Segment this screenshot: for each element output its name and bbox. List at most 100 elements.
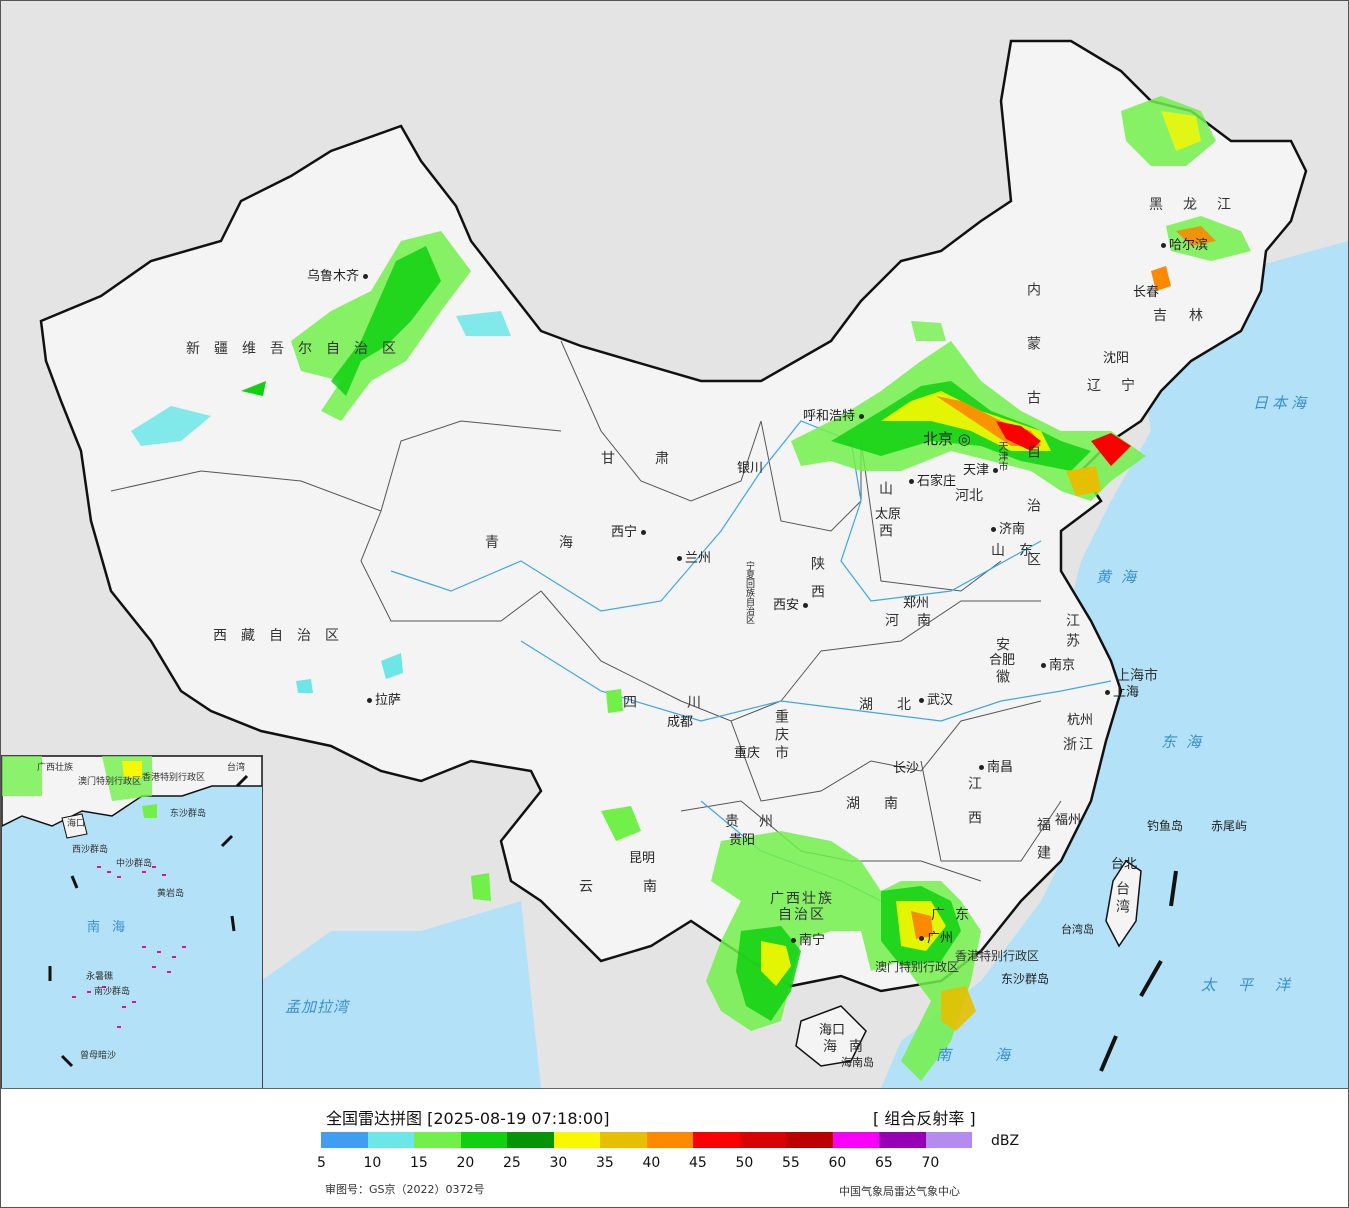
region-label: 吉林 (1153, 308, 1225, 324)
city-label: 郑州 (903, 596, 930, 611)
legend-tick: 55 (782, 1155, 800, 1171)
legend-swatch (553, 1132, 600, 1148)
city-label: 呼和浩特 (803, 409, 867, 425)
unit-label: dBZ (991, 1133, 1020, 1149)
legend-tick: 50 (735, 1155, 754, 1171)
city-label: 南昌 (979, 760, 1013, 776)
sea-label: 孟加拉湾 (285, 998, 350, 1016)
region-label: 山东 (991, 543, 1047, 559)
scale-ticks: 5 10 15 20 25 30 35 40 45 50 55 60 65 70 (317, 1155, 957, 1173)
legend-tick: 20 (456, 1155, 475, 1171)
region-label: 江苏 (1064, 613, 1080, 653)
city-label: 昆明 (629, 851, 656, 866)
region-label: 重庆市 (773, 709, 789, 763)
region-label: 内蒙古自治区 (1025, 282, 1041, 606)
city-label: 杭州 (1067, 713, 1094, 728)
region-label: 河南 (885, 613, 949, 629)
region-label: 山西 (877, 481, 893, 565)
legend-tick: 45 (689, 1155, 707, 1171)
region-label: 新疆维吾尔自治区 (186, 341, 410, 357)
inset-label: 东沙群岛 (170, 809, 207, 819)
legend-swatch (646, 1132, 693, 1148)
legend-swatch (507, 1132, 554, 1148)
radar-echoes (131, 96, 1251, 1081)
approval-number: 审图号：GS京（2022）0372号 (325, 1183, 485, 1196)
source-label: 中国气象局雷达气象中心 (839, 1185, 960, 1198)
region-label: 甘肃 (601, 451, 709, 467)
city-label: 武汉 (919, 693, 953, 709)
legend-tick: 30 (549, 1155, 568, 1171)
inset-label: 南沙群岛 (94, 987, 131, 997)
city-label: 拉萨 (367, 693, 401, 709)
bay-area (261, 901, 541, 1088)
city-label: 哈尔滨 (1161, 238, 1208, 254)
legend-swatch (832, 1132, 879, 1148)
radar-map[interactable]: 新疆维吾尔自治区 西藏自治区 青海 甘肃 宁夏回族自治区 陕西 山西 河北 山东… (1, 1, 1348, 1089)
city-label: 海口 (819, 1023, 846, 1038)
legend-swatch (693, 1132, 740, 1148)
legend-tick: 5 (317, 1155, 326, 1171)
legend-panel: 全国雷达拼图 [2025-08-19 07:18:00] [ 组合反射率 ] 5… (1, 1089, 1348, 1207)
inset-label: 香港特别行政区 (142, 773, 206, 783)
city-label: 南京 (1041, 658, 1075, 674)
sea-label: 南海 (936, 1046, 1055, 1064)
legend-tick: 10 (363, 1155, 382, 1171)
hainan-island (795, 1005, 867, 1067)
legend-swatch (925, 1132, 972, 1148)
region-label: 浙江 (1063, 737, 1095, 753)
city-label: 重庆 (734, 746, 761, 761)
city-label: 台北 (1111, 857, 1138, 872)
inset-label: 广西壮族 (37, 763, 74, 773)
legend-tick: 40 (642, 1155, 661, 1171)
region-label: 海南 (823, 1039, 875, 1055)
legend-tick: 25 (503, 1155, 521, 1171)
inset-label: 曾母暗沙 (80, 1051, 117, 1061)
island-label: 台湾岛 (1061, 923, 1094, 936)
city-label: 银川 (737, 461, 764, 476)
legend-swatch (739, 1132, 786, 1148)
region-label: 湖北 (859, 697, 935, 713)
inset-label: 海口 (67, 819, 86, 829)
city-label: 乌鲁木齐 (307, 269, 371, 285)
region-label: 四川 (623, 695, 751, 711)
region-label: 江西 (966, 776, 982, 844)
city-label: 西安 (773, 598, 811, 614)
city-label: 福州 (1055, 813, 1082, 828)
province-borders (110, 340, 1062, 882)
inset-label: 中沙群岛 (116, 859, 153, 869)
region-label: 贵州 (725, 814, 793, 830)
city-label: 合肥 (989, 653, 1016, 668)
city-label: 南宁 (791, 933, 825, 949)
south-china-sea-inset: 广西壮族 澳门特别行政区 香港特别行政区 台湾 海口 东沙群岛 西沙群岛 中沙群… (1, 755, 263, 1088)
island-label: 海南岛 (841, 1056, 874, 1069)
city-label: 天津 (963, 463, 1001, 479)
legend-swatch (321, 1132, 368, 1148)
legend-tick: 70 (921, 1155, 940, 1171)
region-label: 广西壮族自治区 (770, 891, 834, 923)
city-label: 石家庄 (909, 474, 956, 490)
legend-tick: 15 (410, 1155, 428, 1171)
sea-label: 黄海 (1096, 568, 1147, 586)
city-label: 沈阳 (1103, 351, 1130, 366)
region-label: 澳门特别行政区 (875, 960, 960, 974)
legend-tick: 60 (828, 1155, 847, 1171)
region-label: 天津市 (996, 441, 1007, 471)
city-label: 长春 (1133, 285, 1160, 300)
dashed-boundaries (1099, 870, 1178, 1072)
region-label: 广东 (931, 907, 979, 923)
inset-label: 永暑礁 (86, 972, 114, 982)
sea-label: 日本海 (1253, 394, 1311, 412)
city-label: 广州 (919, 931, 953, 947)
city-label: 西宁 (611, 525, 649, 541)
island-label: 赤尾屿 (1211, 819, 1248, 833)
city-label: 济南 (991, 522, 1025, 538)
legend-swatch (367, 1132, 414, 1148)
city-label: 贵阳 (729, 833, 756, 848)
color-scale (321, 1132, 972, 1148)
region-label: 上海市 (1116, 668, 1158, 684)
region-label: 西藏自治区 (213, 628, 353, 644)
sea-label: 东海 (1161, 733, 1212, 751)
city-label: 太原 (875, 507, 902, 522)
legend-swatch (600, 1132, 647, 1148)
